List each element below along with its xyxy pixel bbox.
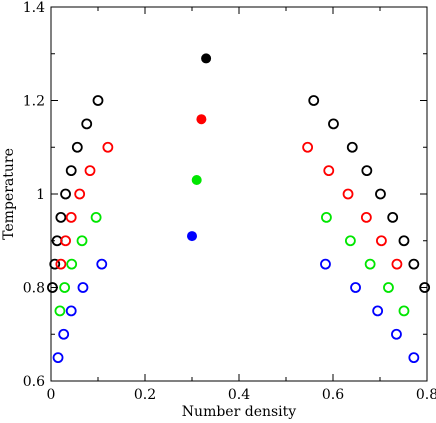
coexistence-point-marker — [65, 305, 77, 317]
coexistence-point-marker — [66, 258, 78, 270]
coexistence-point-marker — [52, 352, 64, 364]
coexistence-point-marker — [74, 188, 86, 200]
coexistence-point-marker — [76, 235, 88, 247]
coexistence-point-marker — [71, 141, 83, 153]
coexistence-point-marker — [59, 282, 71, 293]
coexistence-point-marker — [65, 165, 77, 177]
coexistence-point-marker — [47, 282, 58, 293]
coexistence-point-marker — [398, 305, 410, 317]
coexistence-point-marker — [375, 188, 386, 200]
coexistence-point-marker — [376, 235, 387, 247]
coexistence-point-marker — [60, 188, 71, 200]
coexistence-point-marker — [77, 282, 89, 293]
coexistence-point-marker — [360, 211, 372, 223]
coexistence-point-marker — [102, 141, 114, 153]
coexistence-point-marker — [58, 328, 70, 340]
coexistence-point-marker — [321, 211, 332, 223]
coexistence-point-marker — [308, 95, 320, 106]
coexistence-point-marker — [84, 165, 96, 177]
coexistence-point-marker — [81, 118, 93, 130]
y-tick-label: 0.6 — [23, 374, 45, 390]
critical-point-marker — [196, 114, 207, 125]
y-tick-label: 1.2 — [23, 94, 45, 110]
coexistence-point-marker — [96, 258, 108, 270]
coexistence-point-marker — [346, 141, 358, 153]
critical-point-marker — [201, 53, 212, 64]
coexistence-point-marker — [342, 188, 354, 200]
coexistence-point-marker — [408, 258, 420, 270]
plot-frame — [50, 6, 428, 382]
x-tick-label: 0.2 — [134, 387, 156, 403]
coexistence-point-marker — [328, 118, 339, 130]
coexistence-point-marker — [302, 141, 314, 153]
axes: 0 0.2 0.4 0.6 0.8 0.6 0.8 1 1.2 1.4 — [23, 0, 436, 403]
coexistence-point-marker — [391, 258, 403, 270]
coexistence-point-marker — [90, 211, 102, 223]
coexistence-point-marker — [54, 305, 66, 317]
coexistence-point-marker — [383, 282, 394, 293]
x-tick-label: 0.8 — [416, 387, 436, 403]
coexistence-point-marker — [65, 211, 77, 223]
coexistence-point-marker — [408, 352, 420, 364]
coexistence-point-marker — [372, 305, 384, 317]
x-tick-label: 0 — [47, 387, 56, 403]
data-points — [47, 53, 431, 364]
coexistence-point-marker — [364, 258, 376, 270]
y-axis-title: Temperature — [1, 148, 17, 240]
coexistence-point-marker — [398, 235, 410, 247]
coexistence-point-marker — [419, 282, 431, 293]
coexistence-point-marker — [350, 282, 361, 293]
y-tick-label: 1.4 — [23, 0, 45, 16]
coexistence-point-marker — [323, 165, 335, 177]
coexistence-point-marker — [55, 211, 67, 223]
coexistence-point-marker — [55, 258, 67, 270]
coexistence-point-marker — [361, 165, 373, 177]
critical-point-marker — [187, 231, 197, 242]
coexistence-point-marker — [320, 258, 331, 270]
coexistence-point-marker — [60, 235, 71, 247]
x-axis-title: Number density — [182, 404, 296, 420]
coexistence-point-marker — [387, 211, 399, 223]
coexistence-point-marker — [92, 95, 104, 106]
x-tick-label: 0.6 — [322, 387, 344, 403]
coexistence-point-marker — [391, 328, 402, 340]
coexistence-point-marker — [49, 258, 61, 270]
critical-point-marker — [191, 174, 202, 185]
y-tick-label: 0.8 — [23, 281, 45, 297]
x-tick-label: 0.4 — [228, 387, 250, 403]
coexistence-point-marker — [344, 235, 356, 247]
y-tick-label: 1 — [36, 187, 45, 203]
